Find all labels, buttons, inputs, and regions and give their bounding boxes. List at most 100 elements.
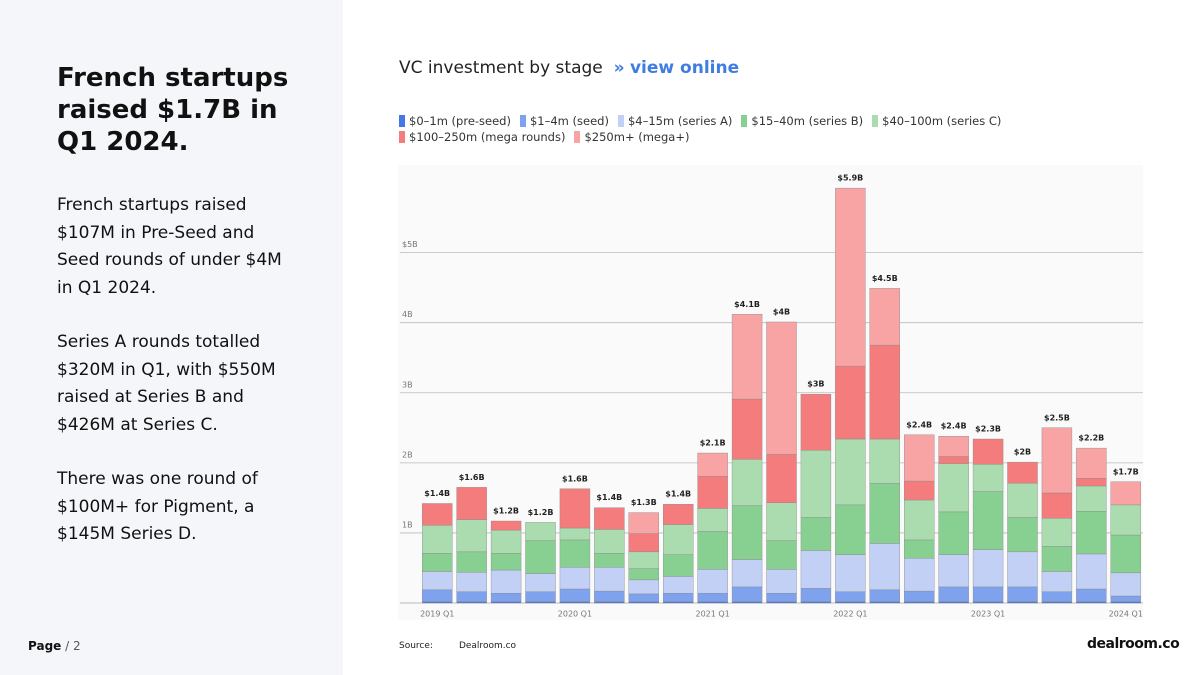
legend-swatch <box>741 115 748 127</box>
bar-segment <box>490 520 522 531</box>
bar-segment <box>697 508 728 532</box>
bar-segment <box>972 586 1004 602</box>
total-label: $2.4B <box>941 422 967 431</box>
bar-segment <box>1007 586 1038 602</box>
legend-item: $250m+ (mega+) <box>574 129 689 145</box>
bar-segment <box>1007 482 1038 518</box>
page-number: Page / 2 <box>28 639 81 653</box>
bar-segment <box>938 463 969 513</box>
link-prefix[interactable]: » <box>613 58 625 78</box>
bar-segment <box>972 601 1004 604</box>
bar-segment <box>628 551 659 569</box>
bar-segment <box>525 522 556 541</box>
bar-segment <box>663 592 694 602</box>
bar-segment <box>904 557 935 592</box>
bar-segment <box>594 601 625 604</box>
bar-segment <box>869 589 900 602</box>
legend-item: $15–40m (series B) <box>741 113 863 129</box>
bar-segment <box>731 459 763 506</box>
bar-segment <box>1041 518 1073 547</box>
bar-segment <box>869 482 900 544</box>
bar-segment <box>869 344 900 440</box>
bar-segment <box>628 568 659 581</box>
bar-segment <box>731 601 763 604</box>
bar-segment <box>731 314 763 400</box>
bar-segment <box>1076 478 1107 487</box>
bar-segment <box>525 591 556 602</box>
page-label: Page <box>28 639 62 653</box>
bar-segment <box>938 554 969 588</box>
bar-segment <box>628 579 659 595</box>
bar-segment <box>1076 601 1107 604</box>
bar-segment <box>904 590 935 602</box>
x-tick-label: 2022 Q1 <box>833 610 867 619</box>
bar-segment <box>904 601 935 604</box>
bar-segment <box>594 507 625 530</box>
bar-segment <box>1007 461 1038 484</box>
view-online-link[interactable]: view online <box>629 58 740 78</box>
bar-segment <box>422 589 453 602</box>
bar-segment <box>766 321 797 455</box>
bar-segment <box>938 586 969 602</box>
total-label: $1.7B <box>1113 467 1139 476</box>
bar-segment <box>422 503 453 526</box>
total-label: $1.6B <box>562 474 588 483</box>
bar-segment <box>938 511 969 555</box>
total-label: $4B <box>773 307 790 316</box>
bar-segment <box>731 398 763 460</box>
x-tick-label: 2020 Q1 <box>558 610 592 619</box>
bar-segment <box>422 525 453 554</box>
bar-segment <box>835 365 866 440</box>
bar-segment <box>422 553 453 572</box>
y-tick-label: 2B <box>402 450 413 459</box>
bar-segment <box>835 591 866 602</box>
bar-segment <box>1110 481 1141 506</box>
bar-segment <box>490 601 522 604</box>
bar-segment <box>1076 485 1107 512</box>
legend-label: $1–4m (seed) <box>529 114 609 128</box>
legend: $0–1m (pre-seed) $1–4m (seed) $4–15m (seri… <box>399 113 1019 145</box>
legend-item: $0–1m (pre-seed) <box>399 113 511 129</box>
bar-segment <box>594 529 625 554</box>
bar-segment <box>456 551 487 573</box>
bar-segment <box>800 517 832 551</box>
source-name: Dealroom.co <box>458 641 517 651</box>
legend-label: $0–1m (pre-seed) <box>409 114 511 128</box>
bar-segment <box>800 550 832 589</box>
bar-segment <box>697 592 728 602</box>
bar-segment <box>938 436 969 457</box>
legend-swatch <box>872 115 879 127</box>
legend-item: $4–15m (series A) <box>617 113 733 129</box>
bar-segment <box>422 571 453 590</box>
x-tick-label: 2021 Q1 <box>695 610 729 619</box>
y-tick-label: 4B <box>402 310 413 319</box>
total-label: $1.6B <box>459 473 485 482</box>
legend-swatch <box>399 131 405 143</box>
bar-segment <box>663 601 694 604</box>
bar-segment <box>559 601 591 604</box>
bar-segment <box>869 438 900 484</box>
chart-header: VC investment by stage » view online <box>399 58 739 78</box>
bar-segment <box>731 505 763 560</box>
total-label: $1.2B <box>528 508 554 517</box>
bar-segment <box>869 543 900 590</box>
bar-segment <box>938 601 969 604</box>
total-label: $2.1B <box>700 439 726 448</box>
bar-segment <box>800 393 832 451</box>
bar-segment <box>1007 551 1038 588</box>
bar-segment <box>456 591 487 602</box>
bar-segment <box>1041 492 1073 519</box>
bar-segment <box>904 480 935 501</box>
bar-segment <box>628 601 659 604</box>
total-label: $2.5B <box>1044 413 1070 422</box>
bar-segment <box>525 601 556 604</box>
total-label: $1.4B <box>424 489 450 498</box>
bar-segment <box>594 553 625 568</box>
bar-segment <box>1041 571 1073 592</box>
bar-segment <box>1007 601 1038 604</box>
legend-label: $4–15m (series A) <box>627 114 733 128</box>
bar-segment <box>628 512 659 534</box>
bar-segment <box>800 588 832 602</box>
bar-segment <box>835 601 866 604</box>
